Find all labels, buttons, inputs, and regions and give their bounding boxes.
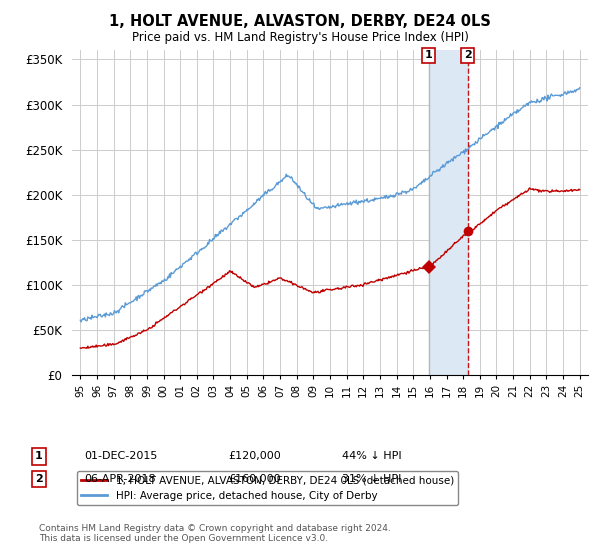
Text: 44% ↓ HPI: 44% ↓ HPI — [342, 451, 401, 461]
Text: £160,000: £160,000 — [228, 474, 281, 484]
Text: 1, HOLT AVENUE, ALVASTON, DERBY, DE24 0LS: 1, HOLT AVENUE, ALVASTON, DERBY, DE24 0L… — [109, 14, 491, 29]
Text: 06-APR-2018: 06-APR-2018 — [84, 474, 155, 484]
Text: Price paid vs. HM Land Registry's House Price Index (HPI): Price paid vs. HM Land Registry's House … — [131, 31, 469, 44]
Text: 2: 2 — [35, 474, 43, 484]
Text: 1: 1 — [425, 50, 433, 60]
Bar — [428, 50, 467, 375]
Legend: 1, HOLT AVENUE, ALVASTON, DERBY, DE24 0LS (detached house), HPI: Average price, : 1, HOLT AVENUE, ALVASTON, DERBY, DE24 0L… — [77, 472, 458, 505]
Text: £120,000: £120,000 — [228, 451, 281, 461]
Text: 01-DEC-2015: 01-DEC-2015 — [84, 451, 157, 461]
Text: 2: 2 — [464, 50, 472, 60]
Text: 31% ↓ HPI: 31% ↓ HPI — [342, 474, 401, 484]
Text: 1: 1 — [35, 451, 43, 461]
Text: Contains HM Land Registry data © Crown copyright and database right 2024.
This d: Contains HM Land Registry data © Crown c… — [39, 524, 391, 543]
